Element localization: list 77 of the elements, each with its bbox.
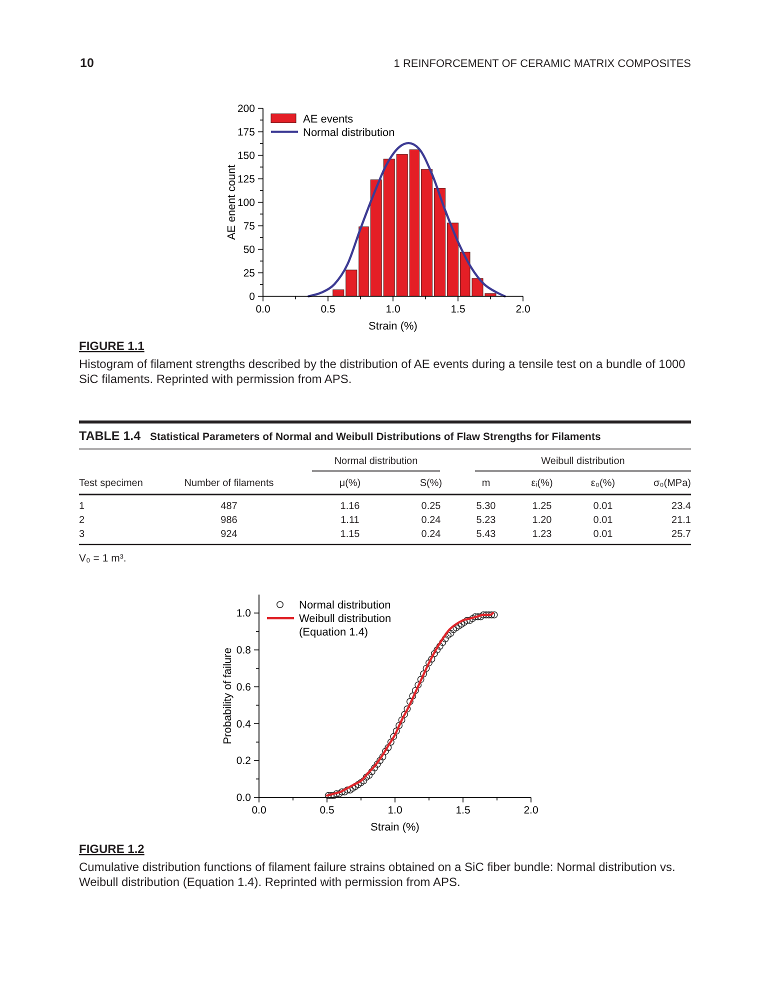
text: 10 <box>80 56 94 70</box>
category-label: Test specimen <box>79 478 143 489</box>
category-label: m <box>482 478 490 489</box>
x-tick-label: 0.5 <box>320 804 334 816</box>
x-tick-label: 0.5 <box>320 303 336 316</box>
y-tick-label: 0.2 <box>236 755 252 768</box>
x-axis-title: Strain (%) <box>370 821 420 834</box>
text: 5.43 <box>476 529 496 540</box>
text: 1.20 <box>532 515 552 526</box>
caption: FIGURE 1.1 <box>79 339 145 353</box>
text: 3 <box>79 529 85 540</box>
category-label: σ₀(MPa) <box>653 478 691 489</box>
y-tick-label: 1.0 <box>236 608 252 620</box>
y-tick-label: 50 <box>243 244 256 256</box>
x-tick-label: 2.0 <box>516 303 530 316</box>
x-tick-label: 1.5 <box>450 303 466 316</box>
x-tick-label: 0.0 <box>256 303 270 316</box>
text: 25.7 <box>672 529 691 540</box>
line-series <box>307 142 506 298</box>
y-tick-label: 0 <box>249 291 256 303</box>
text: TABLE 1.4 <box>79 429 141 443</box>
text: Normal distribution <box>334 456 418 467</box>
legend-label: Normal distribution <box>299 600 391 612</box>
text: 0.25 <box>421 501 441 512</box>
y-tick-label: 175 <box>237 126 256 138</box>
x-tick-label: 2.0 <box>524 804 538 816</box>
y-tick-label: 75 <box>243 220 256 232</box>
text: 1 REINFORCEMENT OF CERAMIC MATRIX COMPOSITES <box>394 58 691 70</box>
text: 1.25 <box>532 501 552 512</box>
text: 0.01 <box>593 501 613 512</box>
x-tick-label: 1.0 <box>388 804 402 816</box>
text: 1.16 <box>340 501 360 512</box>
y-tick-label: 0.6 <box>236 681 252 694</box>
y-tick-label: 100 <box>237 197 256 209</box>
text: 1.11 <box>340 515 360 526</box>
text: 5.30 <box>476 501 496 512</box>
text: 2 <box>79 515 85 526</box>
legend-label: Normal distribution <box>303 126 395 139</box>
y-tick-label: 200 <box>237 103 256 115</box>
y-tick-label: 0.4 <box>236 718 252 730</box>
text: 1.15 <box>340 529 360 540</box>
category-label: ε₀(%) <box>590 478 616 489</box>
legend-label: AE events <box>303 113 354 126</box>
y-tick-label: 0.8 <box>236 644 252 657</box>
y-axis-title: Probability of failure <box>222 648 234 744</box>
y-tick-label: 25 <box>243 268 256 280</box>
y-tick-label: 125 <box>237 174 256 186</box>
text: Weibull distribution <box>541 456 625 467</box>
category-label: εᵢ(%) <box>531 478 553 489</box>
category-label: μ(%) <box>339 478 361 489</box>
x-axis-title: Strain (%) <box>368 320 418 332</box>
text: 5.23 <box>476 515 496 526</box>
text: 0.01 <box>593 515 613 526</box>
text: 924 <box>220 529 238 540</box>
text: V₀ = 1 m³. <box>79 552 126 564</box>
y-tick-label: 150 <box>237 150 256 162</box>
text: 1.23 <box>532 529 552 540</box>
text: 487 <box>220 501 238 512</box>
text: 986 <box>220 515 238 526</box>
text: 0.24 <box>421 529 441 540</box>
category-label: S(%) <box>420 478 442 489</box>
y-tick-label: 0.0 <box>236 792 252 804</box>
text: Statistical Parameters of Normal and Weibull Distributions of Flaw Strengths for Filaments <box>150 431 601 443</box>
text: Histogram of filament strengths described by the distribution of AE events during a tensile test on a bundle of 1000 SiC filaments. Reprinted with permission from APS. <box>79 357 686 386</box>
text: 0.24 <box>421 515 441 526</box>
text: Cumulative distribution functions of filament failure strains obtained on a SiC fiber bundle: Normal distribution vs. Weibull distribution (Equation 1.4). Reprinted with permission from APS. <box>79 860 676 889</box>
text: 0.01 <box>593 529 613 540</box>
legend-label: Weibull distribution (Equation 1.4) <box>299 613 392 639</box>
x-tick-label: 1.5 <box>456 804 470 816</box>
text: 21.1 <box>672 515 691 526</box>
caption: FIGURE 1.2 <box>79 842 145 856</box>
x-tick-label: 1.0 <box>386 303 400 316</box>
x-tick-label: 0.0 <box>252 804 266 816</box>
text: 1 <box>79 501 85 512</box>
text: 23.4 <box>672 501 691 512</box>
category-label: Number of filaments <box>184 478 274 489</box>
y-axis-title: AE enent count <box>226 164 238 240</box>
